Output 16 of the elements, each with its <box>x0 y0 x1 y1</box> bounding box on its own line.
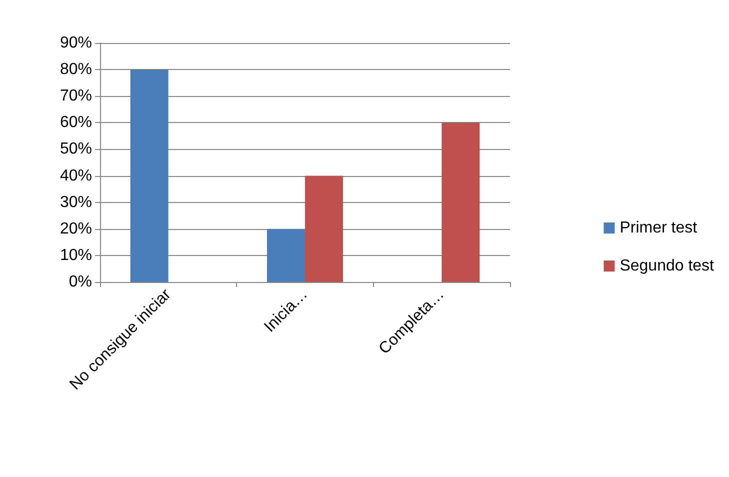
y-tick-label: 40% <box>60 167 92 184</box>
y-tick-label: 10% <box>60 246 92 264</box>
y-tick-label: 70% <box>60 88 92 105</box>
y-tick-label: 50% <box>60 140 92 158</box>
y-tick-label: 0% <box>68 274 92 290</box>
y-tick-label: 90% <box>60 34 92 52</box>
legend-label: Primer test <box>620 220 698 236</box>
y-tick-label: 30% <box>60 194 92 211</box>
legend-label: Segundo test <box>620 258 715 274</box>
bar <box>267 228 305 282</box>
bar <box>305 176 343 282</box>
y-tick-label: 80% <box>60 61 92 78</box>
y-tick-label: 60% <box>60 114 92 132</box>
bar <box>442 122 480 282</box>
bar <box>130 70 168 282</box>
y-tick-label: 20% <box>60 220 92 238</box>
